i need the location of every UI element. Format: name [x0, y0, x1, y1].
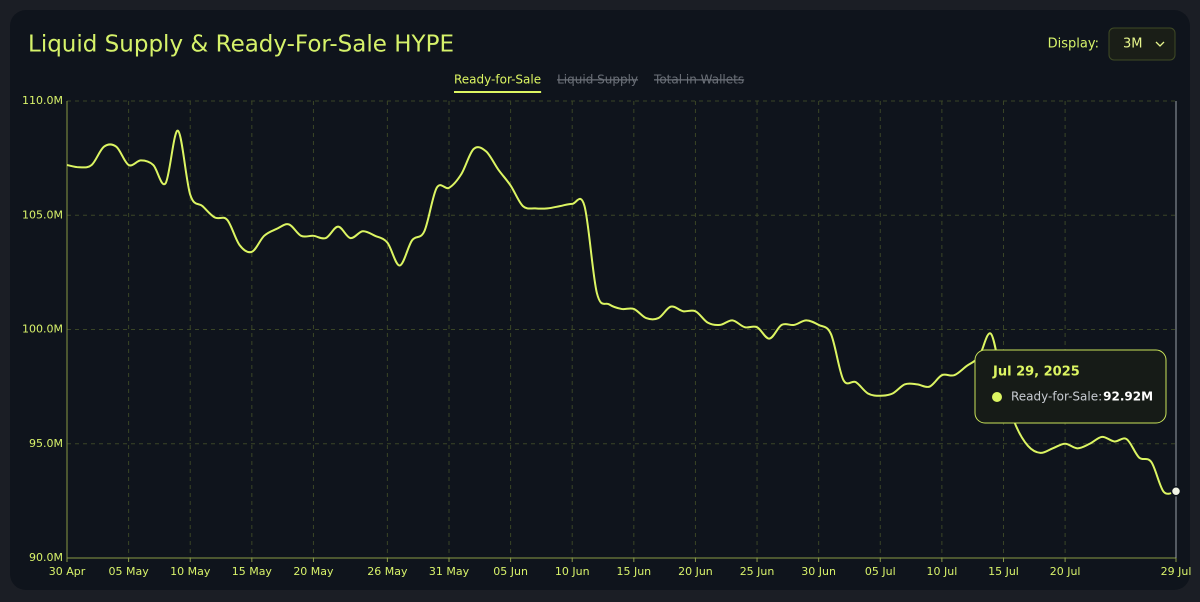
x-tick-label: 10 Jul	[926, 565, 957, 578]
x-tick-label: 15 May	[232, 565, 273, 578]
x-tick-label: 30 Jun	[801, 565, 836, 578]
tooltip-box	[974, 349, 1167, 424]
x-tick-label: 05 May	[108, 565, 149, 578]
x-tick-label: 26 May	[367, 565, 408, 578]
x-tick-label: 25 Jun	[740, 565, 775, 578]
y-tick-label: 90.0M	[29, 551, 63, 564]
tooltip: Jul 29, 2025 Ready-for-Sale: 92.92M	[974, 349, 1167, 424]
tooltip-label: Ready-for-Sale:	[1011, 390, 1102, 404]
x-tick-label: 20 May	[293, 565, 334, 578]
x-tick-label: 15 Jul	[988, 565, 1019, 578]
range-select[interactable]: 3M	[1108, 27, 1176, 61]
chart-title: Liquid Supply & Ready-For-Sale HYPE	[28, 32, 454, 58]
tooltip-date: Jul 29, 2025	[992, 365, 1080, 380]
x-tick-label: 05 Jul	[865, 565, 896, 578]
display-label: Display:	[1048, 37, 1099, 52]
x-tick-label: 20 Jun	[678, 565, 713, 578]
series-line	[66, 129, 1177, 495]
x-tick-label: 31 May	[429, 565, 470, 578]
legend-item[interactable]: Ready-for-Sale	[454, 73, 541, 87]
x-tick-label: 20 Jul	[1050, 565, 1081, 578]
legend: Ready-for-Sale Liquid Supply Total in Wall…	[454, 73, 745, 93]
chevron	[1155, 41, 1165, 47]
y-tick-label: 110.0M	[22, 94, 63, 107]
x-tick-label: 15 Jun	[616, 565, 651, 578]
x-tick-label: 10 Jun	[555, 565, 590, 578]
select-box[interactable]	[1108, 27, 1176, 61]
tooltip-dot	[992, 392, 1002, 402]
y-tick-label: 105.0M	[22, 208, 63, 221]
plot: 90.0M 95.0M 100.0M 105.0M 110.0M 30 Apr 05 May…	[22, 94, 1191, 578]
x-tick-label: 10 May	[170, 565, 211, 578]
x-tick-label: 05 Jun	[493, 565, 528, 578]
x-tick-label: 30 Apr	[49, 565, 86, 578]
y-tick-label: 100.0M	[22, 323, 63, 336]
y-tick-label: 95.0M	[29, 437, 63, 450]
hover-point	[1170, 486, 1182, 497]
select-value[interactable]: 3M	[1123, 37, 1143, 52]
tooltip-value: 92.92M	[1103, 390, 1153, 404]
x-tick-label: 29 Jul	[1161, 565, 1192, 578]
